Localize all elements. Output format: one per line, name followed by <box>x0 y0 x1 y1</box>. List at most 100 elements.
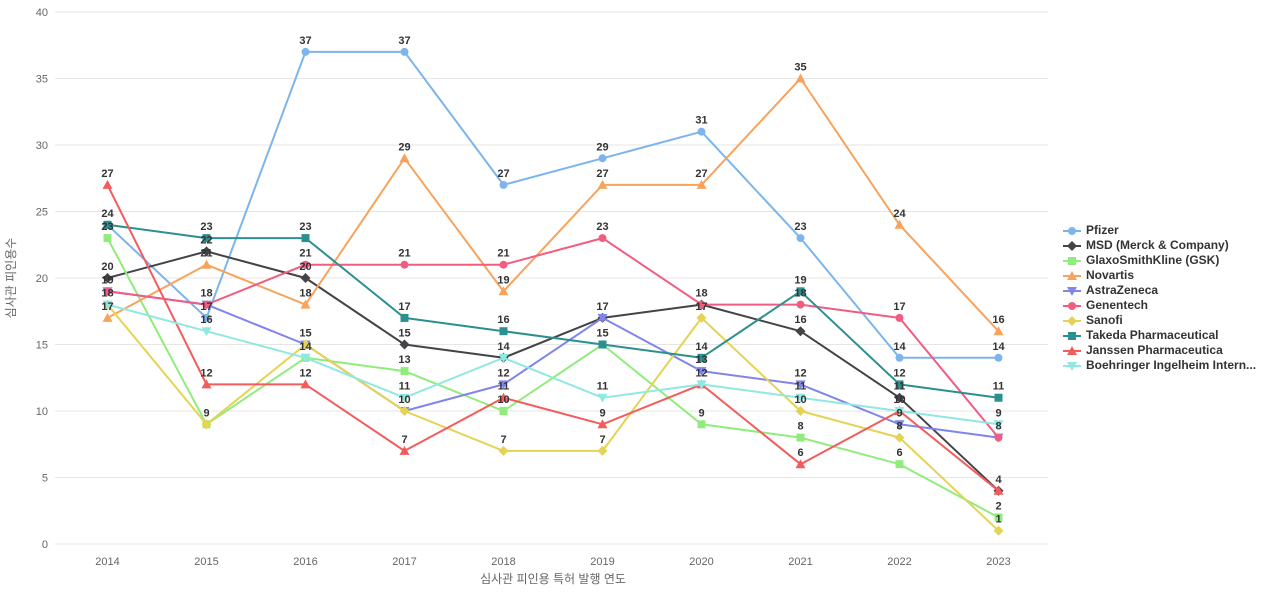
legend-label: GlaxoSmithKline (GSK) <box>1086 253 1220 267</box>
data-point[interactable] <box>300 379 311 389</box>
data-point[interactable] <box>796 300 805 309</box>
data-point[interactable] <box>399 339 410 350</box>
data-point[interactable] <box>894 432 905 443</box>
data-point[interactable] <box>102 300 113 310</box>
data-point[interactable] <box>795 459 806 469</box>
data-point[interactable] <box>399 406 410 416</box>
data-point[interactable] <box>796 287 805 296</box>
data-point[interactable] <box>301 260 310 269</box>
data-point[interactable] <box>696 380 707 390</box>
data-point[interactable] <box>399 153 410 163</box>
data-point[interactable] <box>894 407 905 416</box>
data-point[interactable] <box>598 234 607 243</box>
data-point[interactable] <box>301 234 310 243</box>
data-point[interactable] <box>301 47 310 56</box>
data-point[interactable] <box>300 273 311 283</box>
x-axis-title: 심사관 피인용 특허 발행 연도 <box>480 571 626 586</box>
data-point[interactable] <box>894 219 905 229</box>
data-point[interactable] <box>696 312 707 323</box>
data-point[interactable] <box>499 327 508 336</box>
data-point[interactable] <box>300 353 311 363</box>
data-point[interactable] <box>202 234 211 243</box>
legend-item-pfizer[interactable]: Pfizer <box>1063 223 1256 238</box>
legend-item-msd-merck-company[interactable]: MSD (Merck & Company) <box>1063 238 1256 253</box>
data-point[interactable] <box>202 313 211 322</box>
data-point[interactable] <box>201 419 212 430</box>
data-point[interactable] <box>103 220 112 229</box>
data-point[interactable] <box>102 312 113 322</box>
data-point[interactable] <box>696 367 707 377</box>
data-point[interactable] <box>400 313 409 322</box>
data-point[interactable] <box>597 313 608 323</box>
legend-item-boehringer-ingelheim-intern[interactable]: Boehringer Ingelheim Intern... <box>1063 358 1256 373</box>
data-point[interactable] <box>202 300 211 309</box>
legend-item-novartis[interactable]: Novartis <box>1063 268 1256 283</box>
legend-item-janssen-pharmaceutica[interactable]: Janssen Pharmaceutica <box>1063 343 1256 358</box>
data-point[interactable] <box>895 353 904 362</box>
data-point[interactable] <box>895 313 904 322</box>
data-point[interactable] <box>697 300 706 309</box>
data-point[interactable] <box>994 513 1003 522</box>
data-point[interactable] <box>300 299 311 309</box>
legend-item-takeda-pharmaceutical[interactable]: Takeda Pharmaceutical <box>1063 328 1256 343</box>
data-point[interactable] <box>498 392 509 402</box>
data-point[interactable] <box>994 393 1003 402</box>
data-point[interactable] <box>597 393 608 403</box>
data-point[interactable] <box>895 460 904 469</box>
data-point[interactable] <box>102 273 113 283</box>
data-label: 24 <box>101 208 114 220</box>
data-point[interactable] <box>697 353 706 362</box>
data-point[interactable] <box>499 180 508 189</box>
data-point[interactable] <box>399 445 410 455</box>
data-point[interactable] <box>894 420 905 430</box>
data-point[interactable] <box>201 327 212 337</box>
data-point[interactable] <box>498 445 509 456</box>
data-point[interactable] <box>499 260 508 269</box>
data-label: 17 <box>893 301 905 313</box>
data-point[interactable] <box>696 179 707 189</box>
data-point[interactable] <box>400 260 409 269</box>
data-point[interactable] <box>201 259 212 269</box>
y-tick-label: 0 <box>42 539 48 551</box>
data-point[interactable] <box>795 406 806 416</box>
data-point[interactable] <box>300 339 311 350</box>
data-point[interactable] <box>499 407 508 415</box>
legend-item-sanofi[interactable]: Sanofi <box>1063 313 1256 328</box>
legend-label: Takeda Pharmaceutical <box>1086 328 1219 342</box>
data-point[interactable] <box>498 353 509 363</box>
data-point[interactable] <box>399 393 410 403</box>
data-point[interactable] <box>498 380 509 390</box>
data-point[interactable] <box>103 287 112 296</box>
data-point[interactable] <box>400 47 409 56</box>
data-point[interactable] <box>201 379 212 389</box>
data-point[interactable] <box>993 485 1004 495</box>
data-point[interactable] <box>796 234 805 243</box>
data-point[interactable] <box>795 380 806 390</box>
data-point[interactable] <box>994 433 1003 442</box>
data-point[interactable] <box>697 420 706 429</box>
legend-item-astrazeneca[interactable]: AstraZeneca <box>1063 283 1256 298</box>
data-point[interactable] <box>895 380 904 389</box>
data-point[interactable] <box>597 179 608 189</box>
data-point[interactable] <box>993 525 1004 536</box>
data-point[interactable] <box>894 392 905 403</box>
data-point[interactable] <box>598 154 607 163</box>
data-point[interactable] <box>597 419 608 429</box>
data-point[interactable] <box>597 445 608 456</box>
data-point[interactable] <box>994 353 1003 362</box>
data-point[interactable] <box>795 326 806 337</box>
data-point[interactable] <box>795 73 806 83</box>
data-point[interactable] <box>498 286 509 296</box>
legend-item-glaxosmithkline-gsk[interactable]: GlaxoSmithKline (GSK) <box>1063 253 1256 268</box>
data-point[interactable] <box>993 326 1004 336</box>
data-point[interactable] <box>400 367 409 376</box>
data-point[interactable] <box>993 420 1004 430</box>
data-point[interactable] <box>103 234 112 243</box>
legend-item-genentech[interactable]: Genentech <box>1063 298 1256 313</box>
data-point[interactable] <box>697 127 706 136</box>
data-point[interactable] <box>598 340 607 349</box>
data-point[interactable] <box>102 179 113 189</box>
data-point[interactable] <box>796 433 805 442</box>
data-point[interactable] <box>795 393 806 403</box>
data-point[interactable] <box>201 246 212 257</box>
